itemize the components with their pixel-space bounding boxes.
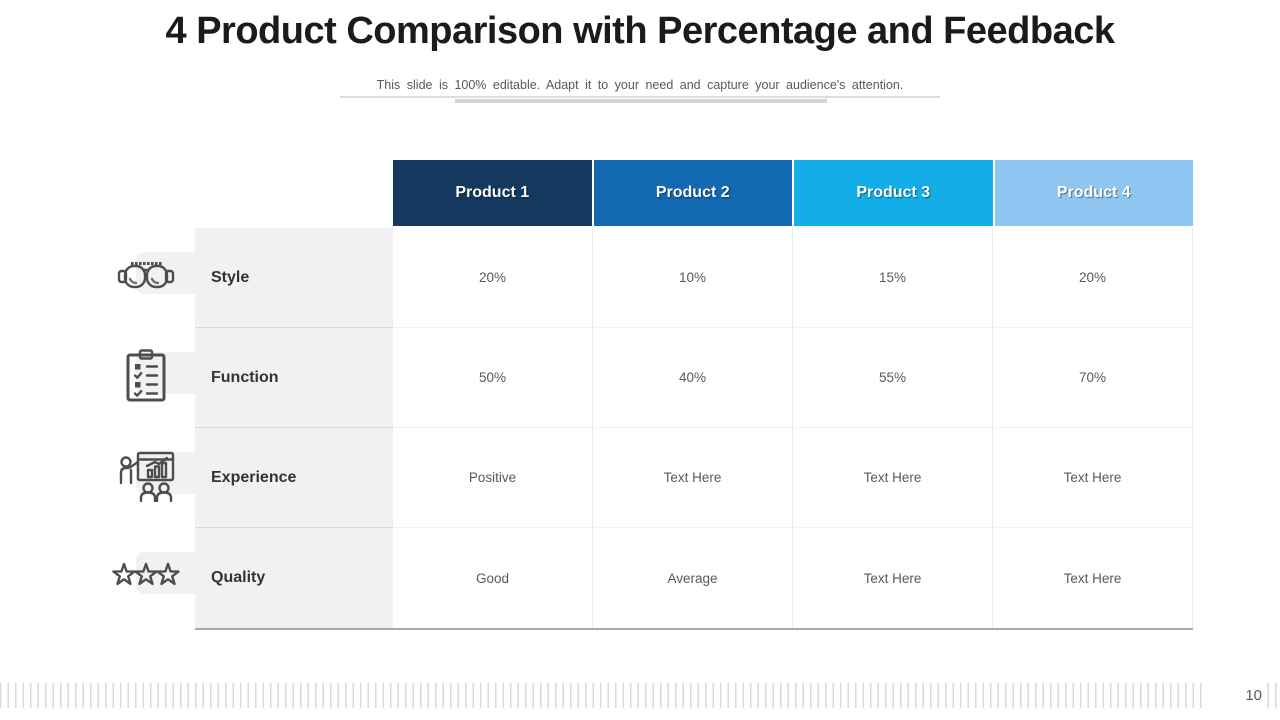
table-cell: 70% [993,328,1193,428]
table-cell: Text Here [993,528,1193,628]
table-cell: 55% [793,328,993,428]
row-icon-column [100,228,204,628]
table-cell: Positive [393,428,593,528]
table-cell: Text Here [593,428,793,528]
table-cell: 40% [593,328,793,428]
table-cell: 50% [393,328,593,428]
slide-subtitle: This slide is 100% editable. Adapt it to… [376,78,904,92]
column-header-product-4: Product 4 [994,160,1193,226]
bottom-stripe-pattern [0,683,1280,708]
table-row-function: Function 50% 40% 55% 70% [195,328,1193,428]
table-row-style: Style 20% 10% 15% 20% [195,228,1193,328]
row-label: Function [195,328,393,428]
table-cell: Text Here [993,428,1193,528]
table-cell: 20% [993,228,1193,328]
checklist-clipboard-icon [123,348,169,408]
row-label: Experience [195,428,393,528]
table-cell: Text Here [793,528,993,628]
row-icon-cell [100,228,204,328]
rating-stars-icon [112,562,180,595]
column-header-product-3: Product 3 [794,160,993,226]
table-cell: 20% [393,228,593,328]
page-number: 10 [1206,683,1264,708]
row-label: Quality [195,528,393,628]
row-label: Style [195,228,393,328]
table-cell: Text Here [793,428,993,528]
table-cell: 15% [793,228,993,328]
table-cell: 10% [593,228,793,328]
subtitle-underline-short [455,99,827,103]
goggles-icon [117,258,175,299]
table-row-quality: Quality Good Average Text Here Text Here [195,528,1193,628]
column-header-product-1: Product 1 [393,160,592,226]
column-header-product-2: Product 2 [593,160,792,226]
row-icon-cell [100,528,204,628]
subtitle-underline-long [340,96,940,98]
table-cell: Average [593,528,793,628]
slide-title: 4 Product Comparison with Percentage and… [165,10,1115,52]
table-header-row: Product 1 Product 2 Product 3 Product 4 [393,160,1193,226]
table-cell: Good [393,528,593,628]
table-body: Style 20% 10% 15% 20% Function 50% 40% 5… [195,228,1193,630]
icon-backdrop [136,551,204,594]
comparison-table: Product 1 Product 2 Product 3 Product 4 … [195,160,1193,630]
table-row-experience: Experience Positive Text Here Text Here … [195,428,1193,528]
presentation-chart-icon [117,450,175,507]
row-icon-cell [100,428,204,528]
row-icon-cell [100,328,204,428]
